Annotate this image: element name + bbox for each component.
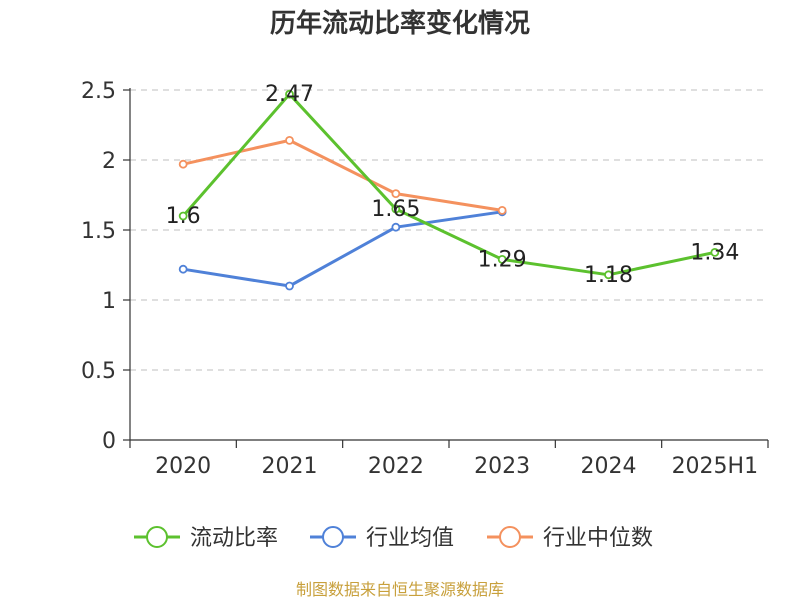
legend: 流动比率 行业均值 行业中位数	[134, 526, 653, 551]
legend-swatch-marker	[499, 526, 521, 548]
data-point	[391, 204, 401, 214]
data-point	[178, 211, 188, 221]
gridlines	[130, 89, 768, 371]
chart-title: 历年流动比率变化情况	[270, 8, 530, 39]
data-label: 1.29	[478, 247, 527, 272]
legend-label: 行业均值	[366, 526, 454, 551]
data-point	[178, 159, 188, 169]
legend-label: 流动比率	[190, 526, 278, 551]
series-line	[182, 210, 503, 288]
data-labels: 1.6 2.47 1.65 1.29 1.18 1.34	[166, 82, 740, 288]
y-tick-label: 2.5	[81, 79, 116, 104]
data-point	[710, 247, 720, 257]
data-label: 1.34	[690, 240, 739, 265]
y-tick-label: 2	[102, 149, 116, 174]
legend-label: 行业中位数	[543, 526, 653, 551]
y-tick-label: 1	[102, 289, 116, 314]
y-tick-label: 1.5	[81, 219, 116, 244]
data-point	[497, 254, 507, 264]
data-label: 2.47	[265, 82, 314, 107]
y-tick-label: 0	[102, 429, 116, 454]
x-tick-label: 2024	[581, 454, 637, 479]
legend-swatch-marker	[146, 526, 168, 548]
legend-swatch-marker	[322, 526, 344, 548]
series-line	[182, 138, 503, 212]
x-tick-label: 2022	[368, 454, 424, 479]
series-group	[178, 89, 720, 291]
data-point	[497, 205, 507, 215]
data-point	[285, 89, 294, 99]
x-tick-label: 2025H1	[672, 454, 759, 479]
series-line	[182, 92, 716, 277]
data-point	[178, 264, 188, 274]
data-point	[285, 135, 294, 145]
source-note: 制图数据来自恒生聚源数据库	[296, 580, 504, 599]
data-label: 1.18	[584, 263, 633, 288]
x-tick-label: 2021	[262, 454, 318, 479]
y-tick-label: 0.5	[81, 359, 116, 384]
data-point	[391, 222, 401, 232]
data-point	[285, 281, 294, 291]
data-point	[391, 189, 401, 199]
data-label: 1.6	[166, 204, 201, 229]
x-tick-label: 2023	[474, 454, 530, 479]
data-point	[604, 270, 613, 280]
axes: 0 0.5 1 1.5 2 2.5 2020 2021 2022 2023 2024 2025H1	[81, 79, 769, 479]
x-tick-label: 2020	[155, 454, 211, 479]
data-label: 1.65	[371, 197, 420, 222]
